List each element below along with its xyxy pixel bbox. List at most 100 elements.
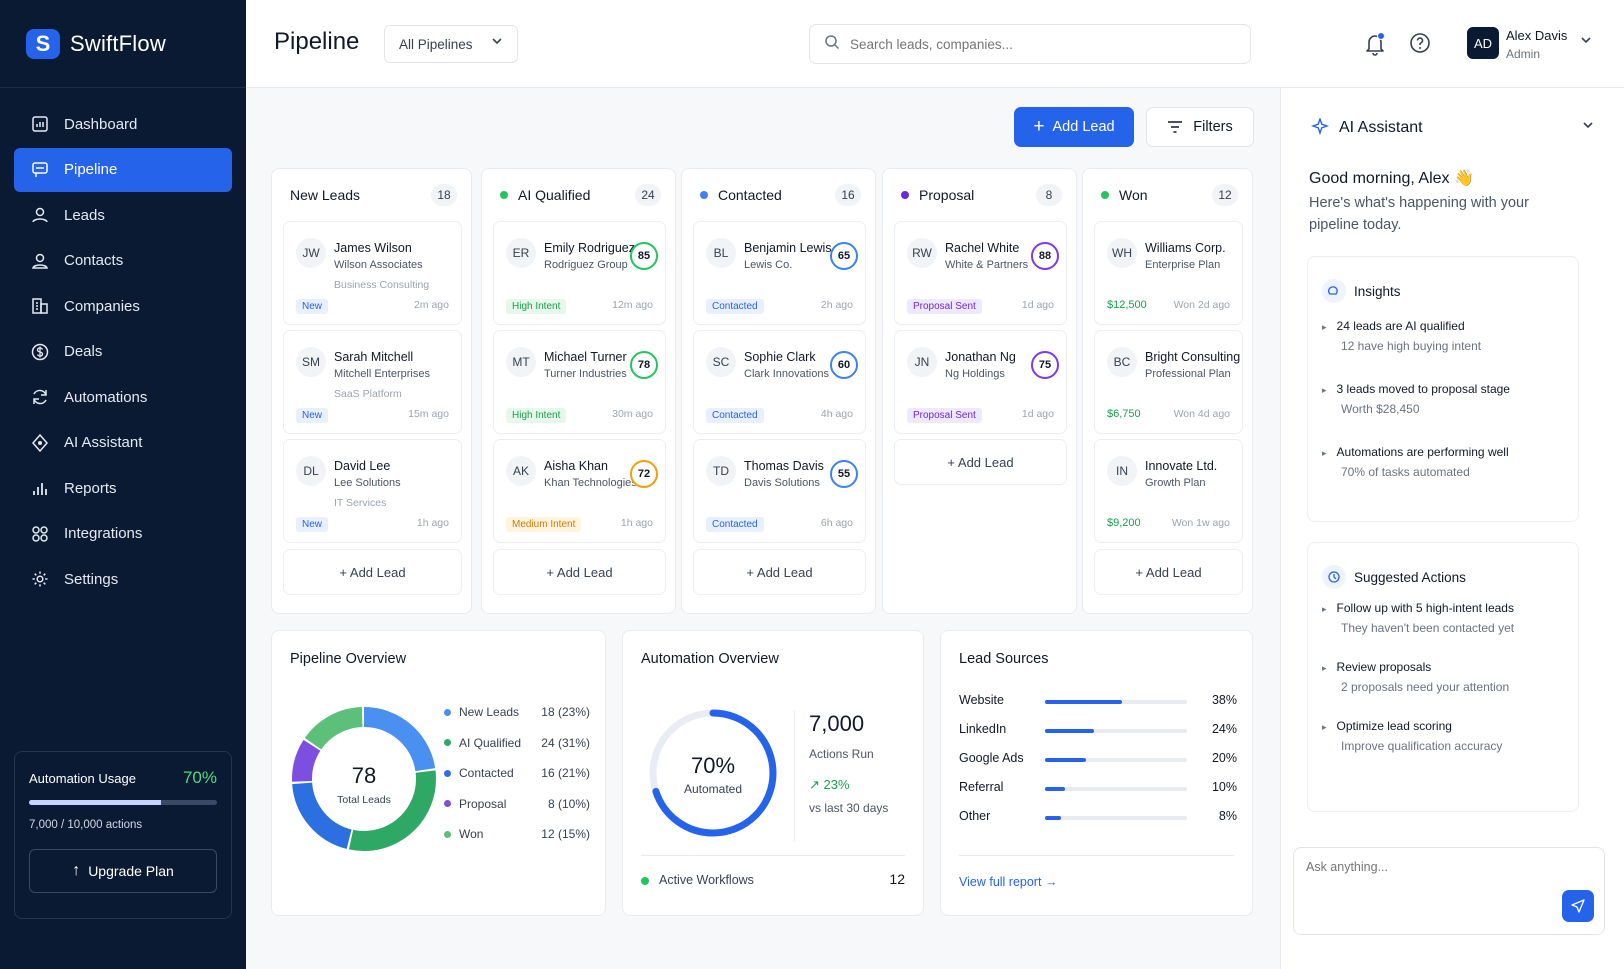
upgrade-plan-button[interactable]: ↑ Upgrade Plan: [29, 849, 217, 893]
user-name[interactable]: Alex Davis: [1506, 28, 1568, 43]
usage-progress-bar: [29, 800, 217, 805]
lead-sources-panel: Lead Sources Website 38% LinkedIn 24% Google…: [940, 630, 1253, 916]
automation-gauge: [649, 709, 777, 837]
lead-source-bar-fill: [1045, 787, 1066, 791]
lead-card[interactable]: SC Sophie Clark Clark Innovations 60 Contact…: [693, 330, 866, 434]
lead-card[interactable]: ER Emily Rodriguez Rodriguez Group 85 High I…: [493, 221, 666, 325]
user-menu-chevron-icon[interactable]: [1580, 34, 1592, 49]
workflows-dot: [641, 877, 649, 885]
deal-amount: $6,750: [1107, 408, 1141, 420]
ask-ai-input[interactable]: [1306, 860, 1546, 884]
sidebar-nav: Dashboard Pipeline Leads Contacts Companies D…: [0, 88, 246, 601]
lead-source-value: 10%: [1211, 780, 1237, 794]
lead-avatar: DL: [296, 456, 326, 486]
automation-divider: [794, 711, 795, 841]
lead-card[interactable]: AK Aisha Khan Khan Technologies 72 Medium In…: [493, 439, 666, 543]
filters-button[interactable]: Filters: [1146, 107, 1254, 147]
suggested-actions-card: Suggested Actions ▸ Follow up with 5 high…: [1307, 542, 1579, 812]
notifications-bell-icon[interactable]: [1364, 32, 1386, 61]
lead-card[interactable]: MT Michael Turner Turner Industries 78 High …: [493, 330, 666, 434]
lead-avatar: SM: [296, 347, 326, 377]
lead-avatar: JW: [296, 238, 326, 268]
user-role: Admin: [1506, 47, 1541, 61]
insights-item-title: ▸ Automations are performing well: [1322, 445, 1509, 459]
column-header: Proposal 8: [883, 169, 1076, 221]
column-status-dot: [700, 191, 708, 199]
sidebar-item-automations[interactable]: Automations: [14, 375, 232, 419]
sidebar-item-companies[interactable]: Companies: [14, 284, 232, 328]
user-avatar[interactable]: AD: [1467, 27, 1499, 59]
sidebar-item-dashboard[interactable]: Dashboard: [14, 102, 232, 146]
pipeline-select[interactable]: All Pipelines: [384, 25, 518, 63]
sidebar-item-pipeline[interactable]: Pipeline: [14, 147, 232, 192]
legend-value: 12 (15%): [541, 827, 590, 841]
add-lead-button[interactable]: + Add Lead: [1014, 107, 1134, 147]
brand[interactable]: S SwiftFlow: [0, 0, 246, 88]
automation-overview-title: Automation Overview: [641, 651, 779, 667]
actions-change-label: vs last 30 days: [809, 801, 889, 815]
lead-company: Enterprise Plan: [1145, 259, 1221, 271]
sidebar-item-ai-assistant[interactable]: AI Assistant: [14, 421, 232, 465]
lead-card[interactable]: DL David Lee Lee Solutions IT Services New 1h…: [283, 439, 462, 543]
lead-card[interactable]: TD Thomas Davis Davis Solutions 55 Contacted…: [693, 439, 866, 543]
lead-card[interactable]: JW James Wilson Wilson Associates Business …: [283, 221, 462, 325]
pipeline-overview-panel: Pipeline Overview 78 Total Leads New Lea…: [271, 630, 606, 916]
swiftflow-logo-icon: S: [26, 28, 60, 59]
help-icon[interactable]: [1409, 32, 1431, 59]
lead-avatar: TD: [706, 456, 736, 486]
page-title: Pipeline: [274, 28, 360, 55]
sidebar-item-integrations[interactable]: Integrations: [14, 512, 232, 556]
column-count-badge: 8: [1036, 184, 1062, 206]
lead-card[interactable]: JN Jonathan Ng Ng Holdings 75 Proposal Sent 1…: [894, 330, 1067, 434]
lead-card[interactable]: WH Williams Corp. Enterprise Plan $12,500 Wo…: [1094, 221, 1243, 325]
lead-company: White & Partners: [945, 259, 1029, 271]
ai-assistant-icon: [30, 433, 64, 453]
lead-avatar: BC: [1107, 347, 1137, 377]
sidebar-item-leads[interactable]: Leads: [14, 193, 232, 237]
suggested-actions-title: Suggested Actions: [1354, 570, 1466, 585]
add-lead-card-button[interactable]: + Add Lead: [493, 549, 666, 595]
search-box[interactable]: [809, 24, 1251, 64]
pipeline-column-won: Won 12 WH Williams Corp. Enterprise Plan $12,…: [1082, 168, 1253, 614]
ai-panel-collapse-icon[interactable]: [1582, 119, 1594, 134]
lead-card[interactable]: RW Rachel White White & Partners 88 Proposal…: [894, 221, 1067, 325]
search-input[interactable]: [850, 36, 1230, 52]
bullet-arrow-icon: ▸: [1322, 448, 1327, 458]
lead-source-label: Google Ads: [959, 751, 1024, 765]
insights-title: Insights: [1354, 284, 1401, 299]
send-button[interactable]: [1562, 890, 1594, 922]
lead-card[interactable]: IN Innovate Ltd. Growth Plan $9,200 Won 1w a…: [1094, 439, 1243, 543]
sidebar-item-label: Settings: [64, 570, 119, 588]
reports-icon: [30, 478, 64, 498]
lead-company: Lee Solutions: [334, 477, 401, 489]
donut-slice-ai-qualified[interactable]: [292, 707, 436, 851]
donut-total: 78: [351, 763, 377, 788]
add-lead-card-button[interactable]: + Add Lead: [693, 549, 866, 595]
lead-source-bar: [1045, 729, 1187, 733]
add-lead-card-button[interactable]: + Add Lead: [894, 439, 1067, 485]
column-status-dot: [500, 191, 508, 199]
lead-card[interactable]: BC Bright Consulting Professional Plan $6,7…: [1094, 330, 1243, 434]
sidebar-item-contacts[interactable]: Contacts: [14, 239, 232, 283]
column-status-dot: [901, 191, 909, 199]
legend-value: 24 (31%): [541, 735, 590, 750]
add-lead-card-button[interactable]: + Add Lead: [283, 549, 462, 595]
lead-time: 30m ago: [612, 408, 653, 420]
ask-ai-box: [1293, 847, 1605, 935]
sidebar-item-settings[interactable]: Settings: [14, 557, 232, 601]
add-lead-card-button[interactable]: + Add Lead: [1094, 549, 1243, 595]
sidebar-item-deals[interactable]: Deals: [14, 330, 232, 374]
lead-name: David Lee: [334, 459, 391, 473]
lead-source-bar: [1045, 816, 1187, 820]
lead-source-row: Referral 10%: [959, 780, 1237, 794]
lead-card[interactable]: BL Benjamin Lewis Lewis Co. 65 Contacted 2h a…: [693, 221, 866, 325]
sidebar-item-reports[interactable]: Reports: [14, 466, 232, 510]
actions-item-title: ▸ Review proposals: [1322, 660, 1431, 674]
automation-percent-label: Automated: [683, 782, 743, 796]
view-full-report-link[interactable]: View full report →: [959, 875, 1057, 889]
donut-slice-new-leads[interactable]: [292, 707, 436, 851]
donut-slice-proposal[interactable]: [292, 707, 436, 851]
pipeline-column-proposal: Proposal 8 RW Rachel White White & Partners 8…: [882, 168, 1077, 614]
actions-run-label: Actions Run: [809, 747, 874, 761]
lead-card[interactable]: SM Sarah Mitchell Mitchell Enterprises SaaS…: [283, 330, 462, 434]
